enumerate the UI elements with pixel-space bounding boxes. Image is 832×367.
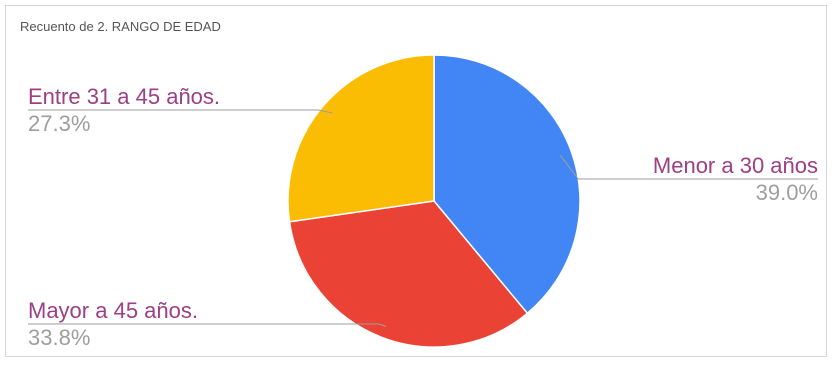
leader-line-2: [28, 323, 386, 327]
pie-slice-1: [433, 54, 581, 315]
slice-label-2: Mayor a 45 años.: [28, 298, 198, 323]
slice-percent-2: 33.8%: [28, 325, 90, 350]
leader-line-3: [28, 109, 333, 114]
pie-slice-2: [288, 200, 529, 348]
slice-label-1: Menor a 30 años: [653, 153, 818, 178]
slice-percent-1: 39.0%: [756, 180, 818, 205]
slice-label-3: Entre 31 a 45 años.: [28, 84, 220, 109]
leader-line-1: [559, 155, 818, 180]
slice-percent-3: 27.3%: [28, 111, 90, 136]
pie-slice-3: [287, 54, 435, 223]
chart-title: Recuento de 2. RANGO DE EDAD: [20, 19, 221, 34]
chart-frame: Recuento de 2. RANGO DE EDAD Menor a 30 …: [5, 5, 827, 357]
